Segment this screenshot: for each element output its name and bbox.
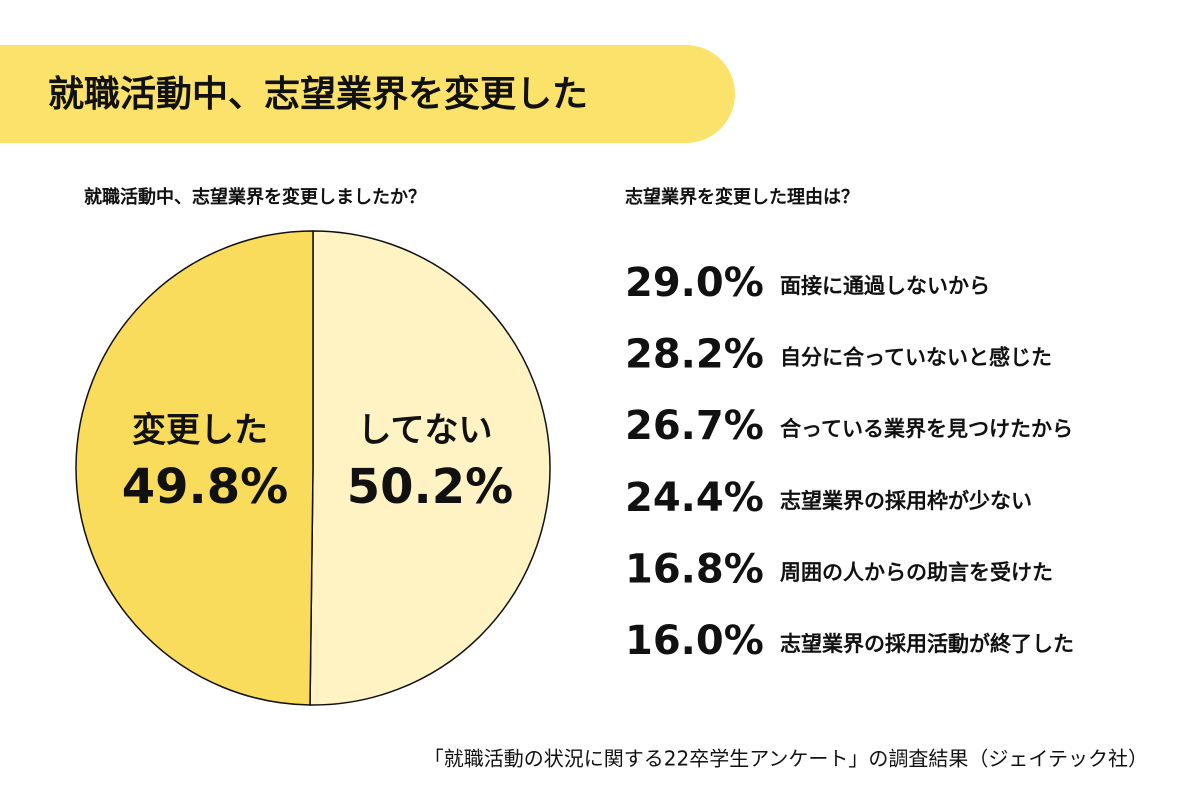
reason-label: 自分に合っていないと感じた <box>780 346 1052 370</box>
pie-slice <box>75 230 314 706</box>
slice-label: してない <box>358 411 493 451</box>
reason-label: 合っている業界を見つけたから <box>780 417 1073 441</box>
list-title: 志望業界を変更した理由は？ <box>625 186 859 208</box>
reason-value: 28.2% <box>625 332 764 378</box>
reason-value: 29.0% <box>625 260 764 306</box>
reason-value: 16.0% <box>625 618 764 664</box>
page-title: 就職活動中、志望業界を変更した <box>48 73 588 115</box>
reason-value: 16.8% <box>625 546 764 592</box>
title-banner <box>0 45 735 143</box>
pie-slice <box>309 230 551 706</box>
reason-label: 志望業界の採用活動が終了した <box>780 632 1074 656</box>
chart-title: 就職活動中、志望業界を変更しましたか？ <box>84 186 426 208</box>
reason-value: 26.7% <box>625 403 764 449</box>
reason-value: 24.4% <box>625 475 764 521</box>
slice-label: 変更した <box>132 411 268 451</box>
slice-value: 50.2% <box>347 459 514 515</box>
reason-label: 志望業界の採用枠が少ない <box>780 489 1032 513</box>
source-note: 「就職活動の状況に関する22卒学生アンケート」の調査結果（ジェイテック社） <box>424 747 1148 771</box>
reason-label: 周囲の人からの助言を受けた <box>780 560 1053 584</box>
slice-value: 49.8% <box>122 459 289 515</box>
reason-label: 面接に通過しないから <box>780 274 990 298</box>
